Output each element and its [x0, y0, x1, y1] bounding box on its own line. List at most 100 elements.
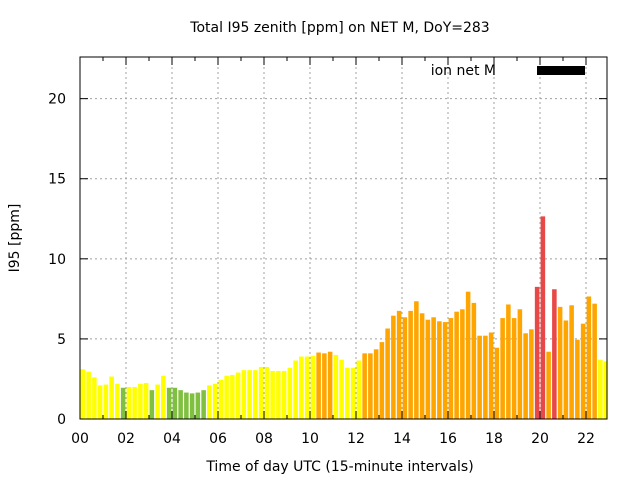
bar: [293, 360, 298, 419]
bar: [511, 318, 517, 419]
bar: [241, 370, 247, 419]
bar: [120, 387, 126, 419]
bar: [264, 366, 270, 419]
bar: [408, 310, 413, 419]
y-tick-labels: 0 5 10 15 20: [48, 92, 66, 428]
x-tick-label: 10: [301, 431, 319, 447]
x-tick-label: 00: [71, 431, 89, 447]
bar: [109, 376, 114, 419]
bar: [598, 359, 603, 419]
bar: [557, 306, 563, 419]
bar: [230, 374, 235, 419]
bar: [287, 367, 293, 419]
bar: [373, 349, 379, 419]
bar: [362, 353, 367, 419]
bar: [270, 370, 275, 419]
bar: [523, 333, 528, 419]
bar: [218, 379, 224, 419]
bar: [258, 366, 264, 419]
legend: ion net M: [431, 63, 585, 79]
bar: [396, 310, 402, 419]
bar: [437, 321, 442, 419]
bar: [80, 369, 86, 419]
x-tick-label: 18: [485, 431, 503, 447]
bar: [534, 286, 540, 419]
bar: [460, 309, 465, 419]
bar: [281, 370, 287, 419]
bar: [247, 370, 252, 419]
bar: [431, 317, 436, 419]
bar: [488, 332, 494, 419]
bar: [540, 216, 546, 419]
bar: [195, 392, 201, 419]
bar: [333, 354, 339, 419]
bar: [580, 323, 586, 419]
bar: [155, 384, 160, 419]
bar: [350, 367, 356, 419]
x-tick-label: 06: [209, 431, 227, 447]
chart-title: Total I95 zenith [ppm] on NET M, DoY=283: [189, 20, 489, 36]
bar: [299, 356, 304, 419]
bar: [103, 384, 109, 419]
bars: [80, 216, 607, 419]
bar: [603, 361, 607, 419]
bar: [569, 305, 574, 419]
bar: [304, 356, 310, 419]
bar: [327, 351, 333, 419]
y-axis-label: I95 [ppm]: [7, 204, 23, 273]
bar: [494, 347, 500, 419]
bar: [253, 370, 258, 419]
bar: [419, 313, 425, 419]
bar: [212, 383, 218, 419]
bar: [529, 329, 534, 419]
x-tick-label: 08: [255, 431, 273, 447]
x-tick-label: 02: [117, 431, 135, 447]
bar: [454, 311, 459, 419]
x-tick-label: 12: [347, 431, 365, 447]
bar: [385, 328, 390, 419]
x-tick-label: 20: [531, 431, 549, 447]
bar: [425, 319, 431, 419]
bar: [322, 353, 327, 419]
bar: [235, 372, 241, 419]
x-axis-label: Time of day UTC (15-minute intervals): [205, 459, 473, 475]
bar: [500, 318, 505, 419]
x-tick-label: 22: [577, 431, 595, 447]
bar: [391, 315, 396, 419]
bar: [448, 318, 454, 419]
bar: [126, 386, 132, 419]
x-tick-label: 14: [393, 431, 411, 447]
bar: [345, 367, 350, 419]
bar: [97, 385, 103, 419]
bar: [552, 289, 557, 419]
x-tick-labels: 00 02 04 06 08 10 12 14 16 18 20 22: [71, 431, 595, 447]
bar: [575, 339, 580, 419]
bar: [184, 392, 189, 419]
bar: [207, 385, 212, 419]
bar: [506, 304, 511, 419]
bar: [86, 371, 91, 419]
bar: [368, 353, 373, 419]
ticks: [79, 57, 607, 420]
bar: [201, 390, 206, 419]
bar: [178, 390, 183, 419]
bar: [115, 383, 120, 419]
bar: [172, 387, 178, 419]
bar: [224, 375, 229, 419]
bar: [465, 291, 471, 419]
bar: [138, 383, 143, 419]
bar: [276, 370, 281, 419]
bar: [339, 359, 344, 419]
bar: [402, 317, 408, 419]
bar: [356, 360, 362, 419]
legend-label: ion net M: [431, 63, 496, 79]
y-tick-label: 15: [48, 172, 66, 188]
bar: [483, 335, 488, 419]
bar: [546, 351, 551, 419]
y-tick-label: 20: [48, 92, 66, 108]
bar: [442, 322, 448, 419]
bar: [132, 386, 137, 419]
bar: [379, 342, 385, 419]
bar: [563, 320, 569, 419]
